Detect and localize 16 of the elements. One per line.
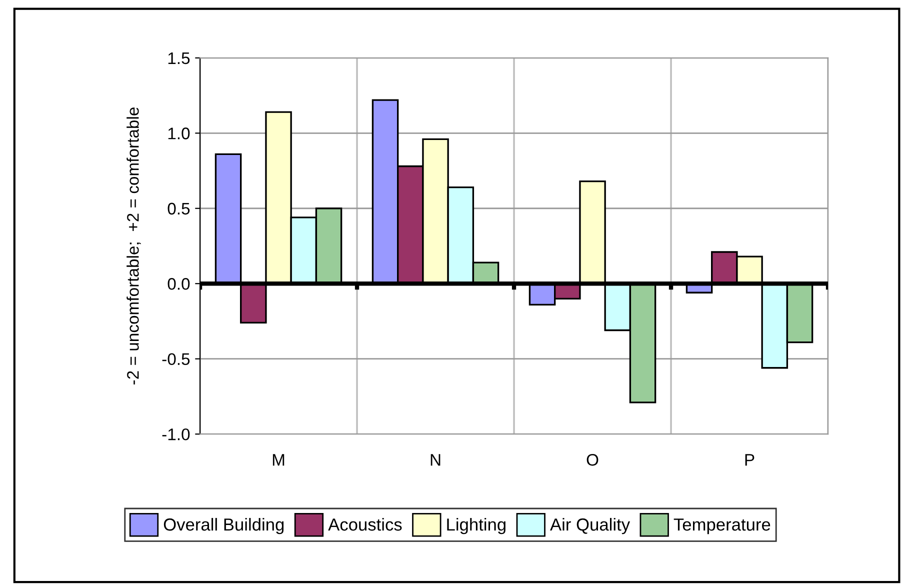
x-tick-label: M: [272, 454, 284, 466]
legend-label: Acoustics: [328, 518, 402, 531]
y-tick-label: 1.0: [168, 128, 190, 140]
x-tick-label: O: [586, 454, 598, 466]
y-tick-label: 0.0: [168, 278, 190, 290]
x-tick-label: N: [430, 454, 440, 466]
legend-label: Lighting: [447, 518, 506, 534]
y-tick-label: -1.0: [162, 428, 190, 440]
y-axis-title: -2 = uncomfortable; +2 = comfortable: [126, 108, 141, 384]
legend-label: Temperature: [674, 518, 770, 534]
y-tick-label: 0.5: [168, 202, 190, 215]
y-tick-label: 1.5: [168, 52, 190, 64]
legend-label: Overall Building: [164, 518, 284, 534]
y-tick-label: -0.5: [162, 353, 190, 366]
x-tick-label: P: [745, 454, 754, 466]
legend-label: Air Quality: [550, 518, 630, 534]
